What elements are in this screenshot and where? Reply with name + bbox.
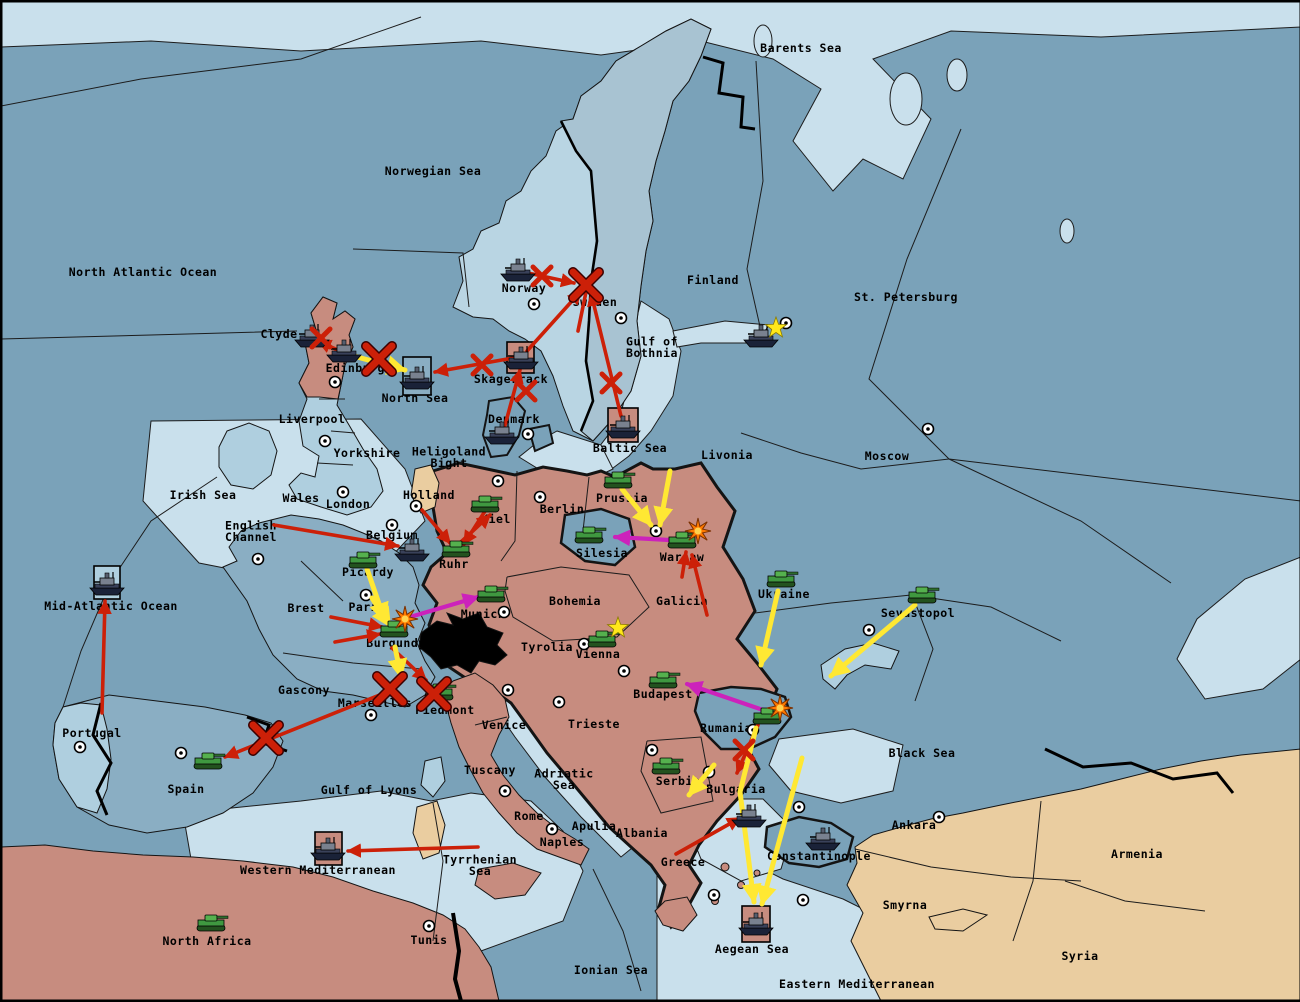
region-label: Eastern Mediterranean (779, 977, 935, 991)
region-label: Tyrolia (521, 640, 573, 654)
supply-center-dot (647, 745, 658, 756)
region-label: Holland (403, 488, 455, 502)
region-label: Aegean Sea (715, 942, 789, 956)
region-label: Skagerrack (474, 372, 548, 386)
region-label: Warsaw (660, 550, 705, 564)
supply-center-dot (619, 666, 630, 677)
region-label: Smyrna (883, 898, 928, 912)
region-label: Greece (661, 855, 706, 869)
region-label: Rumania (700, 721, 752, 735)
region-label: Prussia (596, 491, 648, 505)
supply-center-dot (535, 492, 546, 503)
supply-center-dot (499, 607, 510, 618)
region-label: Budapest (633, 687, 692, 701)
supply-center-dot (864, 625, 875, 636)
region-label: Apulia (572, 819, 617, 833)
region-label: Naples (540, 835, 585, 849)
region-label: Galicia (656, 594, 708, 608)
supply-center-dot (176, 748, 187, 759)
explosion-core-icon (777, 705, 784, 712)
aegean-island (738, 882, 745, 889)
region-label: Gascony (278, 683, 330, 697)
region-label: Bohemia (549, 594, 601, 608)
region-label: Ionian Sea (574, 963, 648, 977)
region-label: Portugal (62, 726, 121, 740)
supply-center-dot (709, 890, 720, 901)
explosion-core-icon (402, 616, 409, 623)
region-label: Rome (514, 809, 544, 823)
region-label: Norway (502, 281, 547, 295)
region-label: Albania (616, 826, 668, 840)
region-label: Ukraine (758, 587, 810, 601)
region-label: Gulf of Lyons (321, 783, 418, 797)
region-label: Bulgaria (706, 782, 765, 796)
region-label: Barents Sea (760, 41, 842, 55)
supply-center-dot (75, 742, 86, 753)
supply-center-dot (554, 697, 565, 708)
supply-center-dot (253, 554, 264, 565)
region-label: Tunis (410, 933, 447, 947)
supply-center-dot (798, 895, 809, 906)
region-label: Trieste (568, 717, 620, 731)
region-label: Irish Sea (170, 488, 237, 502)
magenta-order-arrow (615, 537, 669, 540)
supply-center-dot (934, 812, 945, 823)
supply-center-dot (411, 501, 422, 512)
region-label: Clyde (260, 327, 297, 341)
supply-center-dot (493, 476, 504, 487)
supply-center-dot (366, 710, 377, 721)
supply-center-dot (424, 921, 435, 932)
region-label: Denmark (488, 412, 540, 426)
supply-center-dot (387, 520, 398, 531)
supply-center-dot (500, 786, 511, 797)
region-label: St. Petersburg (854, 290, 958, 304)
region-label: Syria (1061, 949, 1098, 963)
supply-center-dot (794, 802, 805, 813)
explosion-core-icon (695, 528, 702, 535)
region-label: North Atlantic Ocean (69, 265, 217, 279)
region-label: Spain (167, 782, 204, 796)
region-label: Norwegian Sea (385, 164, 482, 178)
region-label: Liverpool (279, 412, 346, 426)
region-label: Finland (687, 273, 739, 287)
region-label: London (326, 497, 371, 511)
region-label: Mid-Atlantic Ocean (44, 599, 178, 613)
supply-center-dot (923, 424, 934, 435)
region-label: North Africa (162, 934, 251, 948)
region-label: Black Sea (889, 746, 956, 760)
region-label: Moscow (865, 449, 910, 463)
aegean-island (754, 870, 760, 876)
supply-center-dot (338, 487, 349, 498)
region-label: Livonia (701, 448, 753, 462)
supply-center-dot (330, 377, 341, 388)
region-label: Sevastopol (881, 606, 955, 620)
region-label: Ruhr (439, 557, 469, 571)
supply-center-dot (529, 299, 540, 310)
region-label: Silesia (576, 546, 628, 560)
region-label: Armenia (1111, 847, 1163, 861)
supply-center-dot (320, 436, 331, 447)
region-label: Wales (282, 491, 319, 505)
region-label: Constantinople (767, 849, 871, 863)
region-label: Baltic Sea (593, 441, 667, 455)
supply-center-dot (523, 429, 534, 440)
region-label: Berlin (540, 502, 585, 516)
supply-center-dot (503, 685, 514, 696)
region-label: Ankara (892, 818, 937, 832)
aegean-island (721, 863, 729, 871)
supply-center-dot (547, 824, 558, 835)
region-label: Brest (287, 601, 324, 615)
region-label: Tuscany (464, 763, 516, 777)
supply-center-dot (616, 313, 627, 324)
region-label: Yorkshire (334, 446, 401, 460)
region-label: Venice (482, 718, 527, 732)
